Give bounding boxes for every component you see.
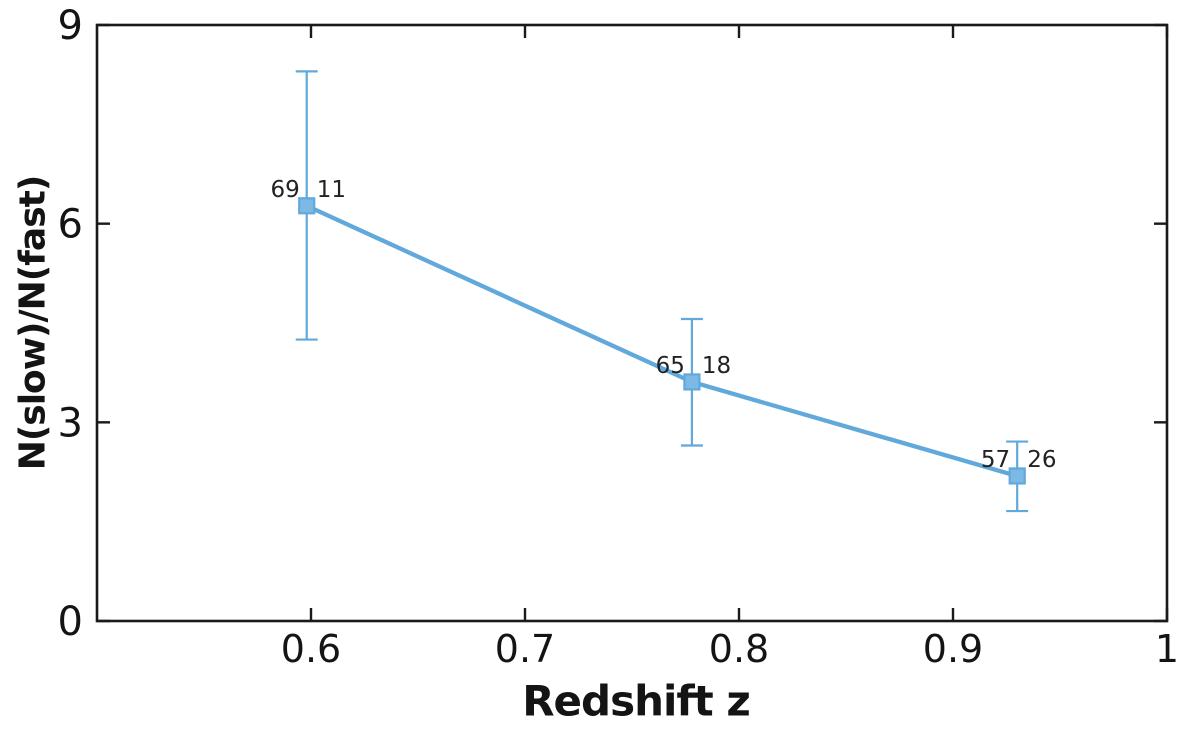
y-tick-label: 9 bbox=[58, 3, 83, 49]
point-annotation-right: 11 bbox=[317, 177, 346, 203]
plot-frame bbox=[95, 23, 1169, 623]
y-tick-label: 3 bbox=[58, 400, 83, 446]
point-annotation-left: 57 bbox=[981, 447, 1010, 473]
y-axis-label: N(slow)/N(fast) bbox=[12, 175, 54, 471]
x-tick-label: 1 bbox=[1155, 627, 1179, 671]
x-tick-label: 0.6 bbox=[281, 627, 341, 671]
data-point-marker bbox=[683, 373, 701, 391]
data-point-marker bbox=[1008, 467, 1026, 485]
point-annotation-left: 65 bbox=[656, 353, 685, 379]
data-point-marker bbox=[298, 197, 316, 215]
x-axis-label: Redshift z bbox=[522, 676, 751, 726]
x-tick-label: 0.7 bbox=[495, 627, 555, 671]
y-tick-label: 6 bbox=[58, 202, 83, 248]
point-annotation-right: 26 bbox=[1027, 447, 1056, 473]
x-tick-label: 0.8 bbox=[709, 627, 769, 671]
y-tick-label: 0 bbox=[58, 599, 83, 645]
x-tick-label: 0.9 bbox=[923, 627, 983, 671]
series-line bbox=[304, 203, 1020, 479]
point-annotation-left: 69 bbox=[270, 177, 299, 203]
point-annotation-right: 18 bbox=[702, 353, 731, 379]
